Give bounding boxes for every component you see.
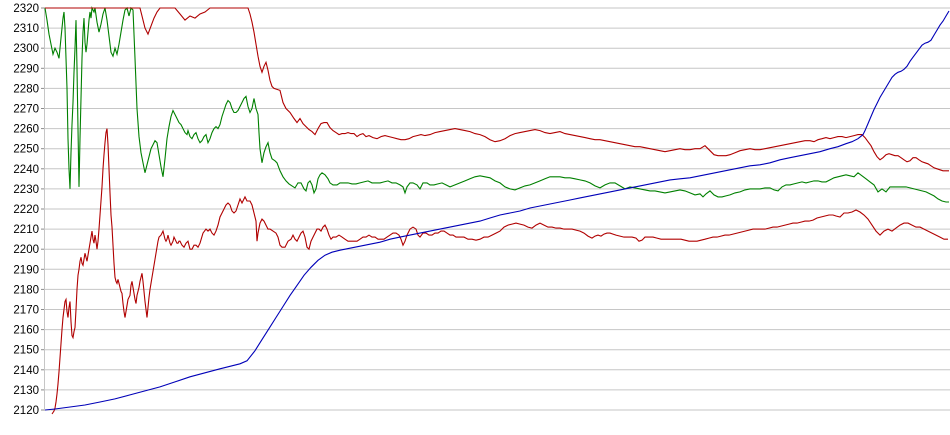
y-axis-label: 2180 <box>13 284 39 296</box>
y-axis-label: 2210 <box>13 224 39 236</box>
series-green <box>44 6 949 203</box>
y-axis-label: 2230 <box>13 184 39 196</box>
y-axis-label: 2160 <box>13 325 39 337</box>
gridlines <box>45 7 950 411</box>
y-axis-label: 2320 <box>13 3 39 15</box>
series-lines <box>44 6 950 415</box>
y-axis-label: 2310 <box>13 23 39 35</box>
y-axis-label: 2250 <box>13 144 39 156</box>
y-axis-label: 2150 <box>13 345 39 357</box>
y-axis-label: 2220 <box>13 204 39 216</box>
y-axis-label: 2240 <box>13 164 39 176</box>
series-red-lower <box>51 128 948 415</box>
y-axis-label: 2190 <box>13 264 39 276</box>
y-axis-label: 2300 <box>13 43 39 55</box>
y-axis-label: 2130 <box>13 385 39 397</box>
y-axis-label: 2260 <box>13 124 39 136</box>
y-axis-label: 2170 <box>13 305 39 317</box>
y-axis-label: 2270 <box>13 104 39 116</box>
y-axis-label: 2200 <box>13 244 39 256</box>
series-blue <box>44 10 950 411</box>
y-axis-labels: 2320 2310 2300 2290 2280 2270 2260 2250 2240 2230… <box>13 3 39 417</box>
y-axis-label: 2120 <box>13 405 39 417</box>
y-axis-label: 2290 <box>13 63 39 75</box>
y-axis <box>41 7 45 411</box>
y-axis-label: 2280 <box>13 83 39 95</box>
y-axis-label: 2140 <box>13 365 39 377</box>
series-red-upper <box>45 7 949 172</box>
